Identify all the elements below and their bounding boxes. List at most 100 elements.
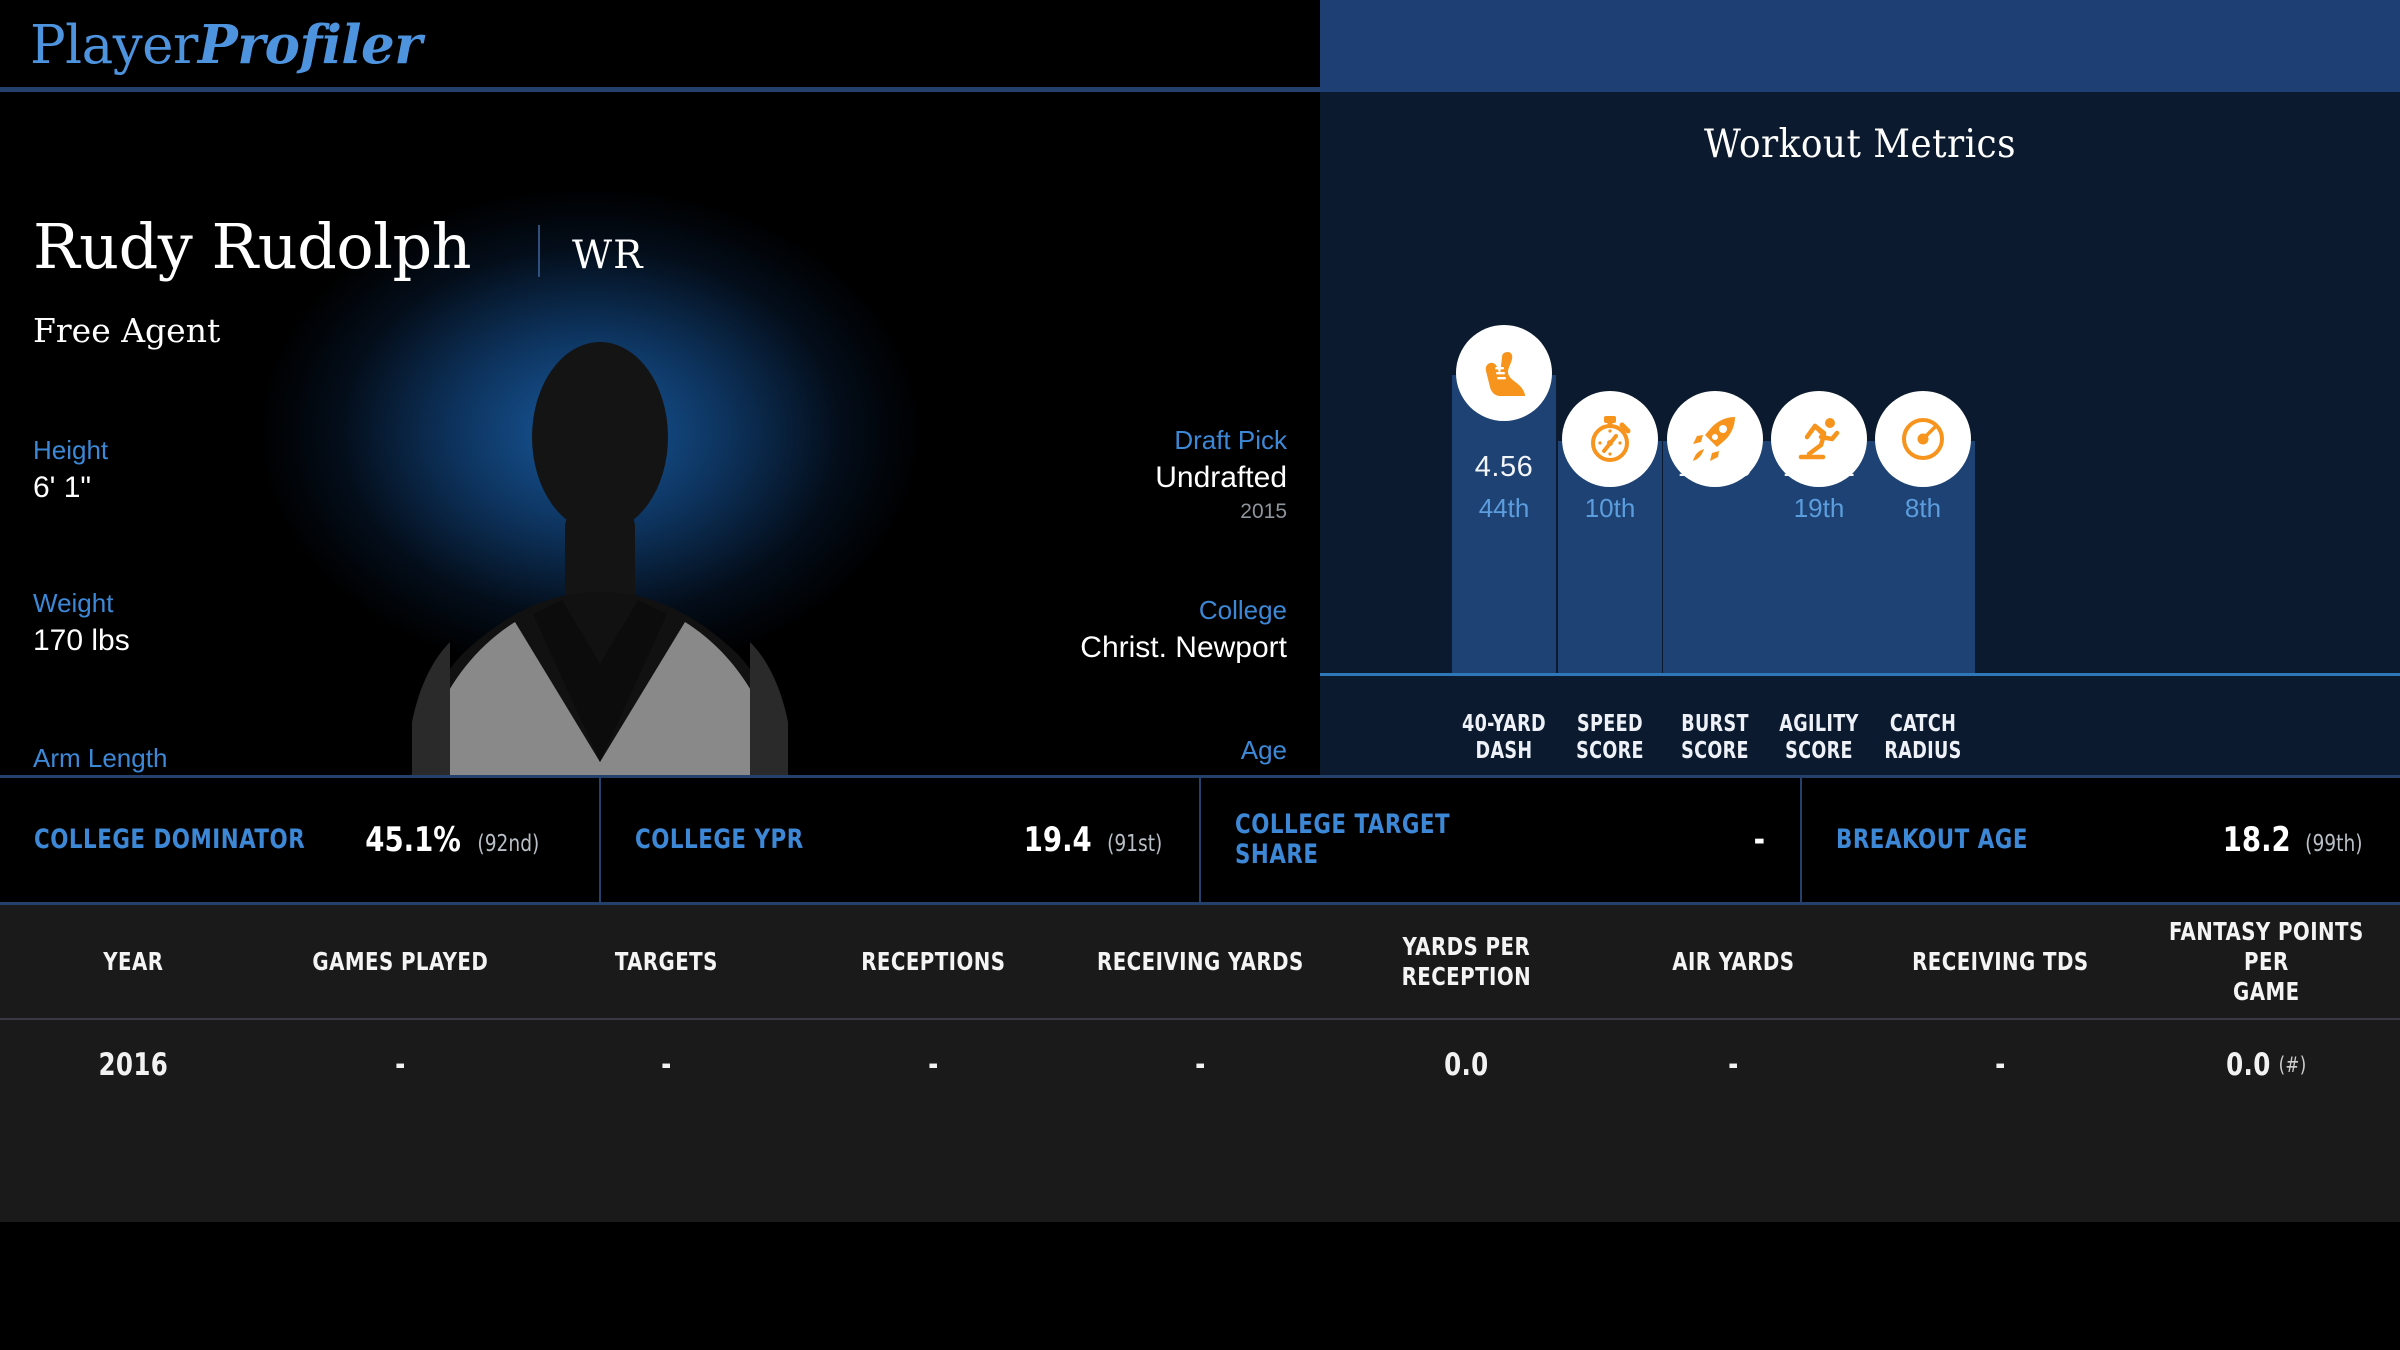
running-shoe-icon <box>1456 325 1552 421</box>
workout-metric-bar-4[interactable]: 11.5219th <box>1757 338 1881 673</box>
column-header-1[interactable]: YEAR <box>103 946 164 976</box>
attribute-height-label: Height <box>33 435 109 465</box>
column-header-9[interactable]: FANTASY POINTS PER GAME <box>2169 916 2365 1006</box>
attribute-height-value: 6' 1" <box>33 471 92 504</box>
stat-value-group: 45.1% (92nd) <box>360 820 543 860</box>
workout-metrics-panel: Workout Metrics 4.56 44th 78.610th103.011.… <box>1320 92 2400 775</box>
player-card: Rudy Rudolph WR Free Agent Height 6' 1" … <box>0 92 1320 775</box>
attribute-weight: Weight 170 lbs <box>33 585 130 661</box>
player-position: WR <box>572 233 644 278</box>
bar-fill: 4.56 44th <box>1452 375 1556 673</box>
category-label-3: BURST SCORE <box>1681 711 1749 764</box>
column-header-4[interactable]: RECEPTIONS <box>861 946 1006 976</box>
stat-value: 45.1% <box>365 820 462 860</box>
stat-value-group: 18.2 (99th) <box>2219 820 2366 860</box>
logo-text-profiler: Profiler <box>197 14 422 76</box>
attribute-weight-value: 170 lbs <box>33 624 130 657</box>
player-team: Free Agent <box>33 311 221 350</box>
stat-value-group: 19.4 (91st) <box>1020 820 1165 860</box>
stat-cell-4[interactable]: BREAKOUT AGE 18.2 (99th) <box>1802 778 2400 902</box>
table-cell-6: 0.0 <box>1444 1047 1489 1083</box>
attribute-draft-pick-value: Undrafted <box>1155 461 1287 494</box>
bar-fill: 78.610th <box>1558 441 1662 673</box>
category-label-5: CATCH RADIUS <box>1884 711 1962 764</box>
player-photo-silhouette <box>300 292 900 775</box>
stat-value: 19.4 <box>1023 820 1092 860</box>
table-cell-3: - <box>661 1047 672 1083</box>
runner-icon <box>1771 391 1867 487</box>
bar-percentile-label: 10th <box>1584 493 1636 523</box>
column-header-7[interactable]: AIR YARDS <box>1672 946 1795 976</box>
workout-metric-bar-2[interactable]: 78.610th <box>1548 338 1672 673</box>
stopwatch-icon <box>1562 391 1658 487</box>
table-cell-4: - <box>928 1047 939 1083</box>
college-stat-strip: COLLEGE DOMINATOR 45.1% (92nd) COLLEGE YPR 1… <box>0 775 2400 905</box>
playerprofiler-logo[interactable]: PlayerProfiler <box>30 14 422 76</box>
attribute-arm-length: Arm Length 31 5/8" (46th) <box>33 740 193 775</box>
page-footer-area <box>0 1222 2400 1350</box>
attribute-age: Age 29.1 <box>867 732 1287 775</box>
workout-metric-bar-1[interactable]: 4.56 44th <box>1442 325 1566 673</box>
bar-percentile-label: 44th <box>1478 493 1530 523</box>
attribute-college: College Christ. Newport <box>787 592 1287 668</box>
stat-value: - <box>1753 820 1765 860</box>
attribute-weight-label: Weight <box>33 588 114 618</box>
column-header-2[interactable]: GAMES PLAYED <box>312 946 488 976</box>
attribute-draft-pick-label: Draft Pick <box>1174 425 1287 455</box>
top-bar: PlayerProfiler BEST COMPARABLE KENNY SHA… <box>0 0 2400 92</box>
attribute-arm-length-label: Arm Length <box>33 743 168 773</box>
column-header-6[interactable]: YARDS PER RECEPTION <box>1401 931 1532 991</box>
fppg-rank: (#) <box>2278 1053 2307 1077</box>
table-cell-7: - <box>1728 1047 1739 1083</box>
table-cell-1: 2016 <box>98 1047 169 1083</box>
attribute-college-label: College <box>1198 595 1287 625</box>
stat-rank: (91st) <box>1106 831 1162 857</box>
workout-metrics-chart: 4.56 44th 78.610th103.011.5219th9.718th 40… <box>1320 325 2400 775</box>
stat-value: 18.2 <box>2222 820 2291 860</box>
attribute-age-label: Age <box>1240 735 1287 765</box>
table-cell-5: - <box>1194 1047 1206 1083</box>
chart-baseline-axis <box>1320 673 2400 676</box>
table-body: 2016 - - - - 0.0 - - 0.0 (#) <box>0 1020 2400 1110</box>
gauge-icon <box>1875 391 1971 487</box>
table-cell-2: - <box>394 1047 406 1083</box>
stat-cell-1[interactable]: COLLEGE DOMINATOR 45.1% (92nd) <box>0 778 601 902</box>
column-header-5[interactable]: RECEIVING YARDS <box>1096 946 1304 976</box>
stat-value-group: - <box>1753 820 1766 860</box>
column-header-8[interactable]: RECEIVING TDS <box>1911 946 2089 976</box>
stat-rank: (99th) <box>2305 831 2363 857</box>
season-stats-table: YEAR GAMES PLAYED TARGETS RECEPTIONS RECEIVI… <box>0 905 2400 1222</box>
table-header-row: YEAR GAMES PLAYED TARGETS RECEPTIONS RECEIVI… <box>0 905 2400 1020</box>
table-cell-9: 0.0 (#) <box>2226 1047 2307 1083</box>
bar-percentile-label: 8th <box>1904 493 1942 523</box>
bar-percentile-label: 19th <box>1793 493 1845 523</box>
attribute-height: Height 6' 1" <box>33 432 108 508</box>
column-header-3[interactable]: TARGETS <box>615 946 719 976</box>
category-label-2: SPEED SCORE <box>1576 711 1644 764</box>
table-row: 2016 - - - - 0.0 - - 0.0 (#) <box>0 1020 2400 1110</box>
name-position-divider <box>538 225 540 277</box>
player-name: Rudy Rudolph <box>33 210 472 283</box>
workout-metrics-title: Workout Metrics <box>1704 122 2016 167</box>
category-label-4: AGILITY SCORE <box>1779 711 1859 764</box>
stat-cell-3[interactable]: COLLEGE TARGET SHARE - <box>1201 778 1802 902</box>
workout-metrics-bars: 4.56 44th 78.610th103.011.5219th9.718th <box>1320 325 2400 673</box>
bar-value-label: 4.56 <box>1474 451 1534 483</box>
workout-metric-bar-3[interactable]: 103.0 <box>1653 338 1777 673</box>
attribute-draft-year: 2015 <box>1240 500 1287 523</box>
table-cell-8: - <box>1994 1047 2006 1083</box>
workout-metric-bar-5[interactable]: 9.718th <box>1861 338 1985 673</box>
stat-label: BREAKOUT AGE <box>1835 824 2028 855</box>
attribute-college-value: Christ. Newport <box>1080 631 1287 664</box>
stat-label: COLLEGE YPR <box>634 824 804 855</box>
best-comparable-panel: BEST COMPARABLE KENNY SHAW <box>1320 0 2400 92</box>
logo-text-player: Player <box>30 15 198 76</box>
rocket-icon <box>1667 391 1763 487</box>
workout-metrics-category-labels: 40-YARD DASH SPEED SCORE BURST SCORE AGILITY SC… <box>1320 679 2400 775</box>
attribute-age-value: 29.1 <box>867 768 1287 775</box>
stat-cell-2[interactable]: COLLEGE YPR 19.4 (91st) <box>601 778 1201 902</box>
stat-label: COLLEGE DOMINATOR <box>34 824 306 855</box>
category-label-1: 40-YARD DASH <box>1462 711 1546 764</box>
stat-label: COLLEGE TARGET SHARE <box>1235 809 1451 870</box>
